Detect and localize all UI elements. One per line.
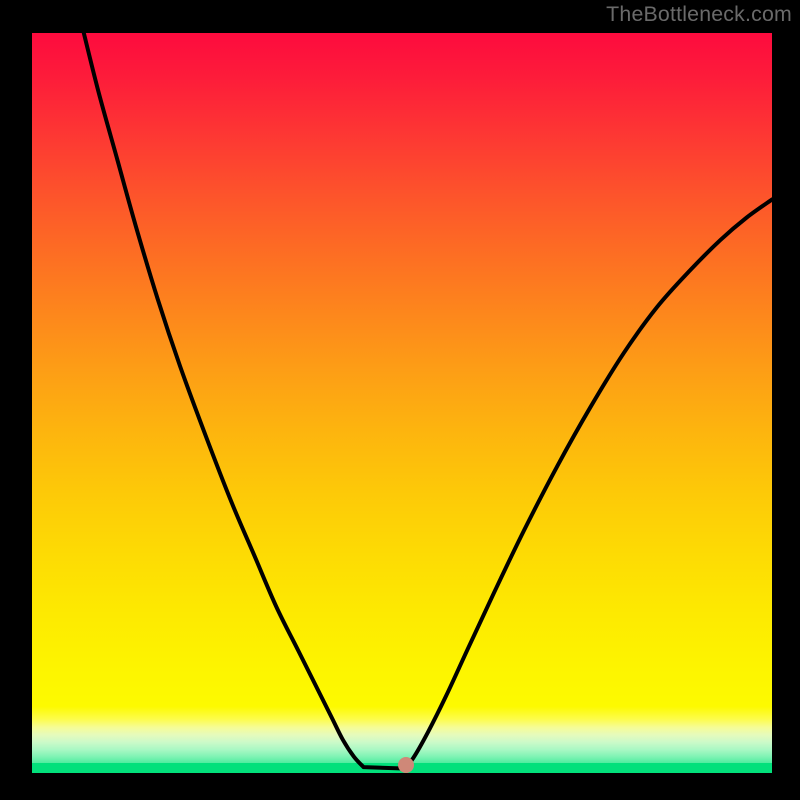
minimum-marker-dot bbox=[398, 757, 414, 773]
chart-stage: TheBottleneck.com bbox=[0, 0, 800, 800]
watermark-text: TheBottleneck.com bbox=[606, 2, 792, 27]
curve-layer bbox=[32, 33, 772, 773]
bottleneck-curve bbox=[84, 33, 772, 769]
chart-panel bbox=[32, 33, 772, 773]
